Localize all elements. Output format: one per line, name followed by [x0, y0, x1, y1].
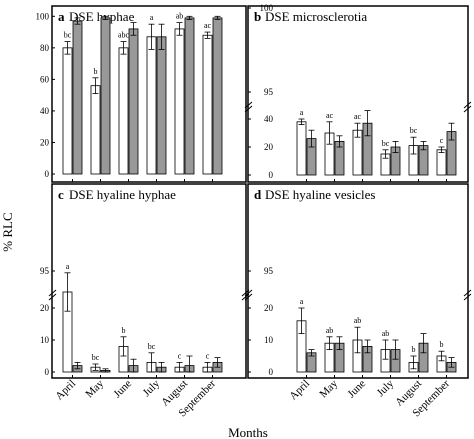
axis-break-mark	[244, 289, 253, 297]
y-tick-label: 20	[264, 142, 274, 152]
bar	[174, 28, 185, 175]
y-tick-label: 100	[36, 11, 50, 21]
month-label: July	[141, 377, 163, 399]
y-tick-label: 60	[40, 74, 50, 84]
month-label: June	[345, 378, 368, 401]
y-tick-label: 80	[40, 43, 50, 53]
panel-letter: d	[254, 187, 262, 202]
significance-label: a	[66, 262, 70, 271]
significance-label: ab	[326, 326, 334, 335]
significance-label: ab	[176, 12, 184, 21]
axis-break-mark	[463, 293, 472, 301]
panel-frame	[51, 5, 247, 183]
panel-title: DSE microsclerotia	[265, 9, 367, 24]
bar	[118, 47, 129, 175]
bar	[146, 36, 157, 175]
x-axis-title: Months	[228, 425, 268, 439]
significance-label: b	[94, 67, 98, 76]
panel-letter: a	[58, 9, 65, 24]
significance-label: ac	[354, 112, 362, 121]
significance-label: bc	[64, 31, 72, 40]
y-tick-label: 95	[264, 266, 274, 276]
y-tick-label: 95	[264, 87, 274, 97]
significance-label: b	[440, 340, 444, 349]
bar	[202, 34, 213, 175]
y-tick-label: 100	[260, 3, 274, 13]
bar	[72, 20, 83, 175]
month-label: June	[111, 378, 134, 401]
axis-break-mark	[463, 289, 472, 297]
y-tick-label: 0	[269, 367, 274, 377]
significance-label: abc	[118, 31, 130, 40]
significance-label: c	[206, 351, 210, 360]
y-tick-label: 0	[45, 367, 50, 377]
significance-label: c	[178, 351, 182, 360]
y-tick-label: 20	[264, 303, 274, 313]
bar	[62, 47, 73, 175]
significance-label: a	[300, 297, 304, 306]
panel-d: d DSE hyaline vesicles 0 10 20 95 a April ab May a…	[244, 183, 472, 419]
axis-break-mark	[48, 293, 57, 301]
axis-break-mark	[463, 105, 472, 113]
y-tick-label: 0	[269, 170, 274, 180]
month-label: May	[83, 377, 106, 400]
y-tick-label: 40	[264, 114, 274, 124]
axis-break-mark	[463, 101, 472, 109]
panel-letter: c	[58, 187, 64, 202]
significance-label: ab	[354, 316, 362, 325]
month-label: April	[287, 378, 312, 403]
panel-c: c DSE hyaline hyphae 0 10 20 95 a April bc May b Ju…	[40, 183, 250, 419]
significance-label: a	[300, 108, 304, 117]
significance-label: b	[412, 345, 416, 354]
panel-title: DSE hyaline hyphae	[69, 187, 176, 202]
panel-title: DSE hyaline vesicles	[265, 187, 375, 202]
axis-break-mark	[244, 293, 253, 301]
bar	[128, 28, 139, 175]
significance-label: ab	[382, 329, 390, 338]
y-tick-label: 10	[40, 335, 50, 345]
bar	[184, 17, 195, 175]
bar	[212, 17, 223, 175]
axis-break-mark	[48, 289, 57, 297]
y-tick-label: 20	[40, 303, 50, 313]
month-label: July	[375, 377, 397, 399]
y-tick-label: 10	[264, 335, 274, 345]
bar	[90, 85, 101, 175]
significance-label: c	[440, 136, 444, 145]
month-label: May	[317, 377, 340, 400]
panel-title: DSE hyphae	[69, 9, 135, 24]
y-tick-label: 0	[45, 169, 50, 179]
bar	[436, 149, 447, 176]
significance-label: ac	[326, 111, 334, 120]
y-tick-label: 95	[40, 266, 50, 276]
bar	[100, 17, 111, 175]
axis-break-mark	[244, 105, 253, 113]
panel-a: a DSE hyphae 0 20 40 60 80 100 bc b abc a ab ac	[36, 5, 247, 183]
panel-frame	[247, 5, 469, 183]
bar	[296, 121, 307, 176]
panel-frame	[247, 183, 469, 379]
axis-break-mark	[244, 101, 253, 109]
significance-label: bc	[410, 126, 418, 135]
y-axis-title: % RLC	[0, 212, 15, 251]
bar	[156, 36, 167, 175]
panel-b: b DSE microsclerotia 0 20 40 95 100 a ac ac bc bc c	[244, 3, 472, 183]
y-tick-label: 20	[40, 137, 50, 147]
y-tick-label: 40	[40, 106, 50, 116]
significance-label: b	[122, 326, 126, 335]
month-label: April	[53, 378, 78, 403]
significance-label: a	[150, 13, 154, 22]
panel-frame	[51, 183, 247, 379]
significance-label: bc	[382, 139, 390, 148]
significance-label: bc	[92, 353, 100, 362]
significance-label: bc	[148, 342, 156, 351]
panel-letter: b	[254, 9, 261, 24]
significance-label: ac	[204, 21, 212, 30]
